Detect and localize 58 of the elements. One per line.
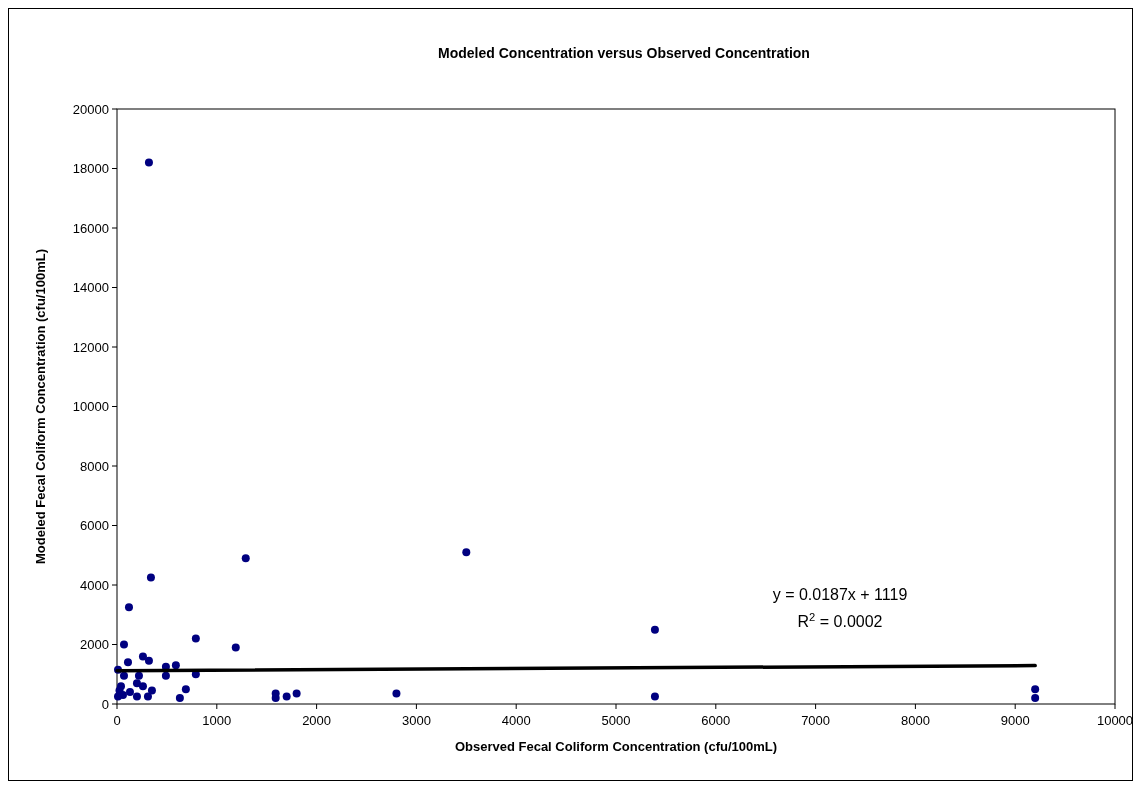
point	[125, 688, 134, 697]
point	[191, 634, 200, 643]
point	[175, 694, 184, 703]
point	[1031, 694, 1040, 703]
point	[146, 573, 155, 582]
y-tick-label: 0	[101, 696, 109, 712]
x-tick-label: 9000	[1000, 713, 1030, 728]
x-tick-label: 1000	[202, 713, 232, 728]
y-tick-label: 14000	[72, 280, 109, 295]
point	[241, 554, 250, 563]
point	[138, 682, 147, 691]
point	[650, 692, 659, 701]
point	[119, 671, 128, 680]
point	[392, 689, 401, 698]
y-tick-label: 20000	[72, 101, 109, 117]
point	[231, 643, 240, 652]
y-tick-label: 12000	[72, 339, 109, 355]
annotation: R$^{2}$ = 0.0002	[797, 611, 883, 630]
y-tick-label: 18000	[72, 161, 109, 176]
point	[138, 652, 147, 661]
point	[132, 692, 141, 701]
point	[650, 625, 659, 634]
point	[181, 685, 190, 694]
y-tick-label: 6000	[80, 518, 109, 533]
point	[171, 661, 180, 670]
y-axis-title: Modeled Fecal Coliform Concentration (cfu/100mL)	[33, 249, 48, 564]
x-axis-title: Observed Fecal Coliform Concentration (cfu/100mL)	[454, 739, 778, 754]
x-tick-label: 10000	[1096, 713, 1134, 728]
point	[119, 640, 128, 649]
point	[271, 694, 280, 703]
point	[144, 656, 153, 665]
x-tick-label: 4000	[501, 713, 531, 728]
x-tick-label: 6000	[701, 713, 731, 728]
point	[292, 689, 301, 698]
point	[147, 686, 156, 695]
x-tick-label: 5000	[601, 713, 631, 728]
y-tick-label: 4000	[80, 577, 109, 593]
annotation: y = 0.0187x + 1119	[772, 586, 908, 603]
point	[143, 692, 152, 701]
point	[123, 658, 132, 667]
point	[1031, 685, 1040, 694]
y-tick-label: 2000	[80, 637, 109, 652]
point	[282, 692, 291, 701]
point	[462, 548, 471, 557]
x-tick-label: 8000	[900, 713, 930, 728]
x-tick-label: 0	[113, 713, 121, 728]
x-tick-label: 3000	[401, 713, 431, 728]
x-tick-label: 7000	[801, 713, 831, 728]
chart-title: Modeled Concentration versus Observed Concentration	[438, 45, 810, 61]
point	[134, 671, 143, 680]
y-tick-label: 8000	[80, 458, 109, 474]
point	[124, 603, 133, 612]
x-tick-label: 2000	[302, 713, 332, 728]
point	[132, 679, 141, 688]
point	[144, 158, 153, 167]
y-tick-label: 10000	[72, 399, 109, 414]
point	[161, 671, 170, 680]
y-tick-label: 16000	[72, 220, 109, 236]
